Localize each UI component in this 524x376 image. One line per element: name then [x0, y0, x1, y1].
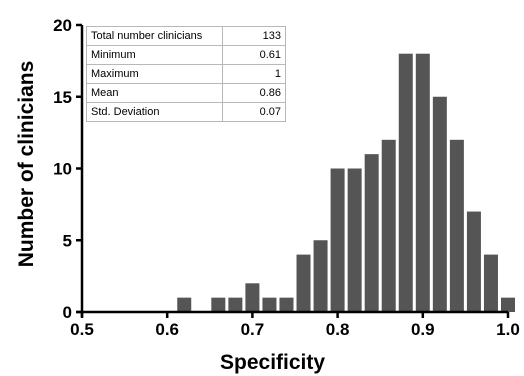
histogram-bar — [415, 53, 430, 312]
stats-row: Total number clinicians 133 — [86, 26, 286, 46]
stats-row: Std. Deviation 0.07 — [86, 102, 286, 122]
axes-group — [77, 25, 508, 317]
stats-label: Minimum — [86, 45, 223, 65]
histogram-bar — [330, 168, 345, 312]
stats-value: 0.86 — [222, 83, 286, 103]
ticks-group: 0 5 10 15 20 0.5 0.6 0.7 0.8 0.9 1.0 — [53, 16, 520, 339]
y-tick-label: 10 — [53, 160, 72, 179]
stats-value: 133 — [222, 26, 286, 46]
x-tick-label: 0.6 — [155, 320, 179, 339]
histogram-bar — [211, 297, 226, 312]
stats-label: Total number clinicians — [86, 26, 223, 46]
histogram-bar — [364, 154, 379, 312]
histogram-bar — [449, 139, 464, 312]
summary-statistics-table: Total number clinicians 133 Minimum 0.61 Max… — [86, 26, 286, 122]
x-tick-label: 0.8 — [326, 320, 350, 339]
histogram-bar — [279, 297, 294, 312]
y-tick-label: 0 — [63, 303, 72, 322]
stats-value: 1 — [222, 64, 286, 84]
histogram-bar — [177, 297, 192, 312]
histogram-bar — [296, 254, 311, 312]
histogram-bar — [381, 139, 396, 312]
x-tick-label: 0.5 — [70, 320, 94, 339]
histogram-bar — [313, 240, 328, 312]
histogram-bar — [228, 297, 243, 312]
x-tick-label: 0.7 — [241, 320, 265, 339]
histogram-bar — [466, 211, 481, 312]
y-tick-label: 15 — [53, 88, 72, 107]
bars-group — [177, 53, 515, 312]
histogram-bar — [483, 254, 498, 312]
x-tick-label: 0.9 — [411, 320, 435, 339]
histogram-bar — [347, 168, 362, 312]
y-tick-label: 5 — [63, 231, 72, 250]
y-tick-label: 20 — [53, 16, 72, 35]
histogram-bar — [245, 283, 260, 312]
stats-row: Maximum 1 — [86, 64, 286, 84]
y-axis-title: Number of clinicians — [15, 60, 38, 268]
stats-label: Std. Deviation — [86, 102, 223, 122]
stats-label: Maximum — [86, 64, 223, 84]
x-tick-label: 1.0 — [496, 320, 520, 339]
histogram-bar — [501, 297, 515, 312]
histogram-bar — [262, 297, 277, 312]
stats-value: 0.07 — [222, 102, 286, 122]
histogram-bar — [432, 96, 447, 312]
histogram-bar — [398, 53, 413, 312]
stats-label: Mean — [86, 83, 223, 103]
stats-row: Minimum 0.61 — [86, 45, 286, 65]
stats-row: Mean 0.86 — [86, 83, 286, 103]
stats-value: 0.61 — [222, 45, 286, 65]
x-axis-title: Specificity — [220, 351, 326, 374]
